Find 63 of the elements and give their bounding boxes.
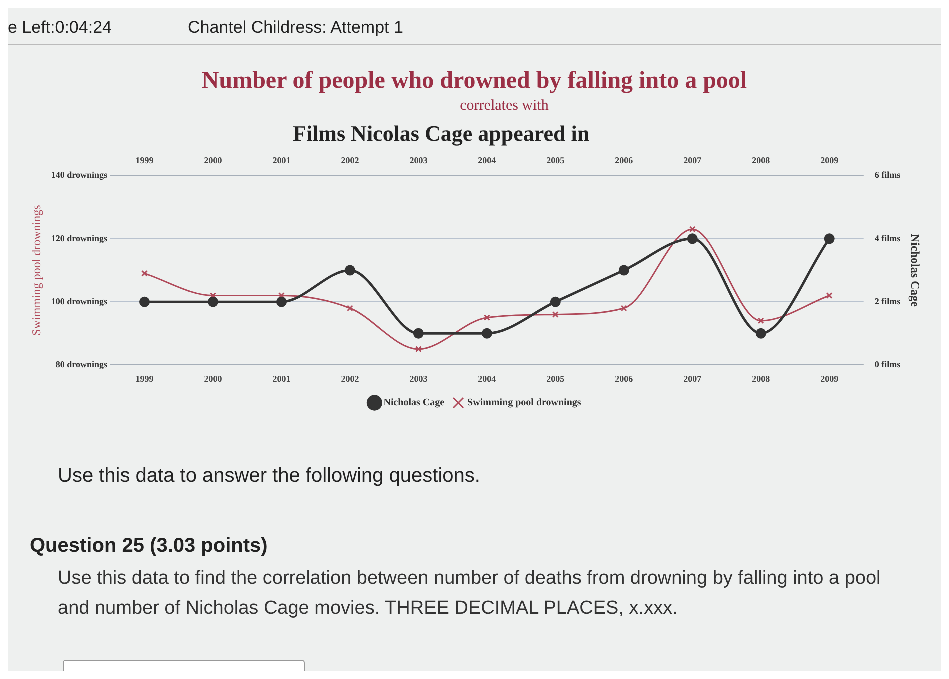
y-tick-label: 80 drownings [56,360,108,370]
category-label: 2002 [341,156,360,166]
y-tick-label: 100 drownings [51,296,108,306]
y-tick-label: 120 drownings [51,233,108,244]
category-label: 2005 [546,156,565,166]
point [687,234,698,244]
point [550,296,561,308]
point [824,234,835,244]
category-label: 2000 [204,156,222,166]
point [139,296,150,308]
category-label: 2007 [684,156,702,166]
point [758,318,764,324]
point [552,311,559,318]
x-tick-label: 2005 [546,374,566,384]
x-tick-label: 1999 [136,374,154,384]
category-label: 2009 [820,156,839,166]
x-tick-label: 2000 [204,374,223,384]
text: Use this data to find the correlation between number of deaths from drowning by falling into a pool and number of Nicholas Cage movies. THREE DECIMAL PLACES, x.xxx. [58,567,882,622]
text: Chantel Childress: Attempt 1 [188,17,404,39]
y2-axis-title: Nicholas Cage [908,234,923,308]
point [208,296,218,308]
point [826,292,833,299]
y2-tick-label: 0 films [874,360,902,370]
point [278,292,285,299]
legend-label: Swimming pool drownings [468,398,582,409]
point [346,305,354,312]
legend-label: Nicholas Cage [384,398,446,409]
x-tick-label: 2002 [341,374,360,384]
x-tick-label: 2001 [272,374,292,384]
x-tick-label: 2009 [820,374,840,384]
point [344,265,356,276]
chart-subtitle: correlates with [459,98,550,115]
point [413,328,424,339]
category-label: 2004 [478,156,496,166]
point [142,270,148,277]
x-tick-label: 2006 [615,374,634,384]
chart-title: Number of people who drowned by falling into a pool [200,68,748,95]
x-tick-label: 2004 [478,374,497,384]
category-label: 2003 [410,156,428,166]
x-tick-label: 2007 [684,374,702,384]
text: Question 25 (3.03 points) [30,534,268,559]
y2-tick-label: 6 films [874,170,902,180]
text: Use this data to answer the following questions. [58,464,480,489]
point [276,296,287,308]
category-label: 1999 [136,156,154,166]
category-label: 2001 [272,156,291,166]
category-label: 2008 [752,156,770,166]
point [484,314,490,322]
point [415,346,422,353]
text: Films Nicolas Cage appeared in [293,120,590,148]
category-label: 2006 [615,156,634,166]
text: e Left:0:04:24 [8,17,112,39]
x-tick-label: 2003 [410,374,428,384]
point [756,328,766,339]
point [620,305,628,312]
x-tick-label: 2008 [752,374,771,384]
y2-tick-label: 4 films [874,233,902,244]
point [689,226,696,233]
point [618,265,630,276]
y-tick-label: 140 drownings [51,170,108,180]
y2-tick-label: 2 films [874,296,902,306]
point [482,328,492,339]
y-axis-title: Swimming pool drownings [29,204,44,336]
